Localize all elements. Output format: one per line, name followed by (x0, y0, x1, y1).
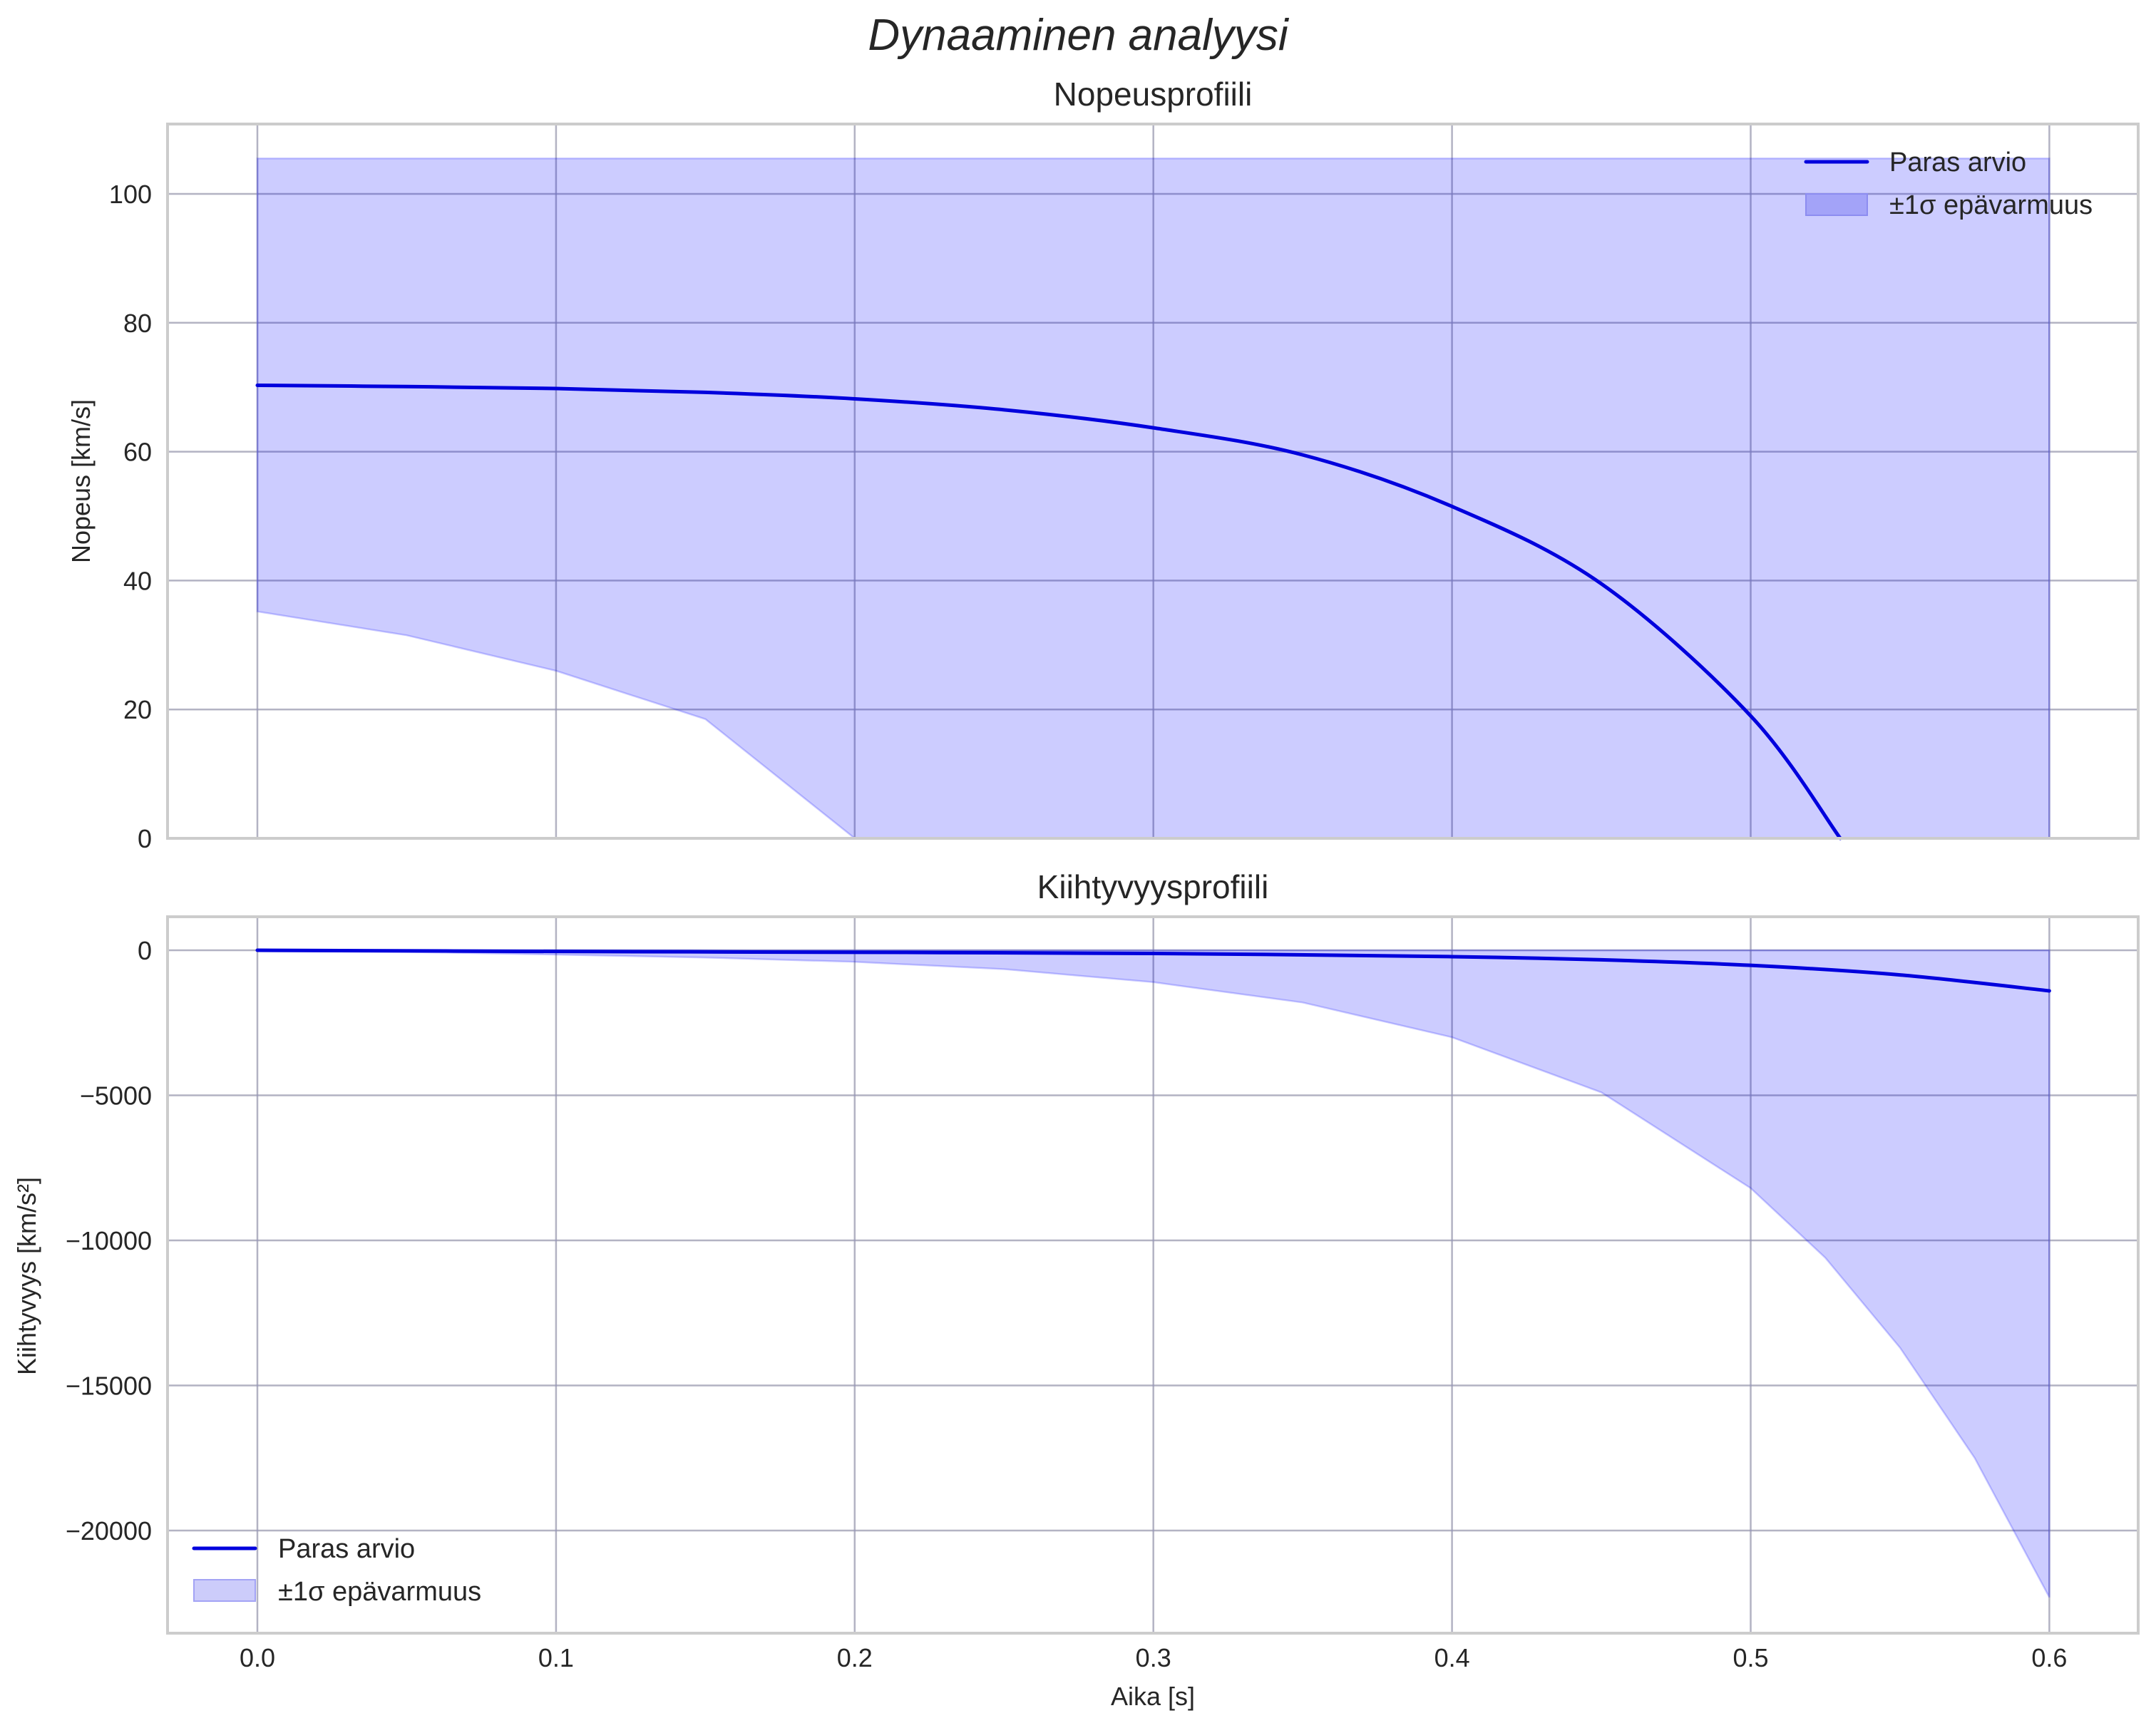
x-tick-label: 0.4 (1434, 1643, 1470, 1672)
acceleration-axes-frame (166, 915, 2140, 1635)
velocity-y-ticks: 0 20 40 60 80 100 (109, 180, 152, 853)
figure-suptitle: Dynaaminen analyysi (868, 11, 1290, 60)
y-tick-label: −20000 (66, 1516, 152, 1546)
x-tick-label: 0.2 (837, 1643, 873, 1672)
velocity-legend: Paras arvio ±1σ epävarmuus (1804, 148, 2093, 220)
legend-band-label: ±1σ epävarmuus (278, 1577, 481, 1607)
acceleration-legend: Paras arvio ±1σ epävarmuus (192, 1534, 481, 1607)
y-tick-label: 100 (109, 180, 152, 209)
velocity-title: Nopeusprofiili (1054, 76, 1253, 113)
legend-band-label: ±1σ epävarmuus (1889, 190, 2093, 220)
y-tick-label: 0 (138, 936, 152, 965)
acceleration-best-estimate-line (255, 948, 2051, 993)
velocity-axes-frame (166, 123, 2140, 840)
x-tick-label: 0.0 (240, 1643, 275, 1672)
legend-band-swatch (193, 1579, 256, 1602)
velocity-axes: Nopeusprofiili 0 20 40 60 80 100 Nopeus [km/s… (66, 76, 2140, 853)
legend-band-swatch (1805, 193, 1868, 216)
y-tick-label: 0 (138, 824, 152, 853)
y-tick-label: −15000 (66, 1372, 152, 1401)
y-tick-label: −5000 (80, 1081, 152, 1111)
velocity-ylabel: Nopeus [km/s] (66, 399, 96, 563)
y-tick-label: 40 (123, 566, 152, 595)
x-tick-label: 0.3 (1136, 1643, 1171, 1672)
velocity-best-estimate-line (255, 383, 1842, 840)
x-tick-label: 0.6 (2031, 1643, 2067, 1672)
acceleration-grid-overlay (168, 917, 2138, 1633)
acceleration-y-ticks: 0 −5000 −10000 −15000 −20000 (66, 936, 152, 1546)
x-tick-label: 0.1 (538, 1643, 574, 1672)
x-tick-label: 0.5 (1732, 1643, 1768, 1672)
legend-line-label: Paras arvio (278, 1534, 415, 1564)
y-tick-label: 80 (123, 309, 152, 338)
y-tick-label: 60 (123, 438, 152, 467)
x-axis-label: Aika [s] (1111, 1682, 1195, 1711)
y-tick-label: −10000 (66, 1226, 152, 1255)
legend-line-label: Paras arvio (1889, 148, 2026, 178)
y-tick-label: 20 (123, 695, 152, 724)
acceleration-uncertainty-band (257, 949, 2050, 1598)
acceleration-ylabel: Kiihtyvyys [km/s²] (12, 1177, 41, 1375)
acceleration-x-ticks: 0.0 0.1 0.2 0.3 0.4 0.5 0.6 (240, 1643, 2067, 1672)
acceleration-axes: Kiihtyvyysprofiili 0 −5000 −10000 −15000 −20… (12, 868, 2140, 1711)
acceleration-title: Kiihtyvyysprofiili (1037, 868, 1269, 905)
